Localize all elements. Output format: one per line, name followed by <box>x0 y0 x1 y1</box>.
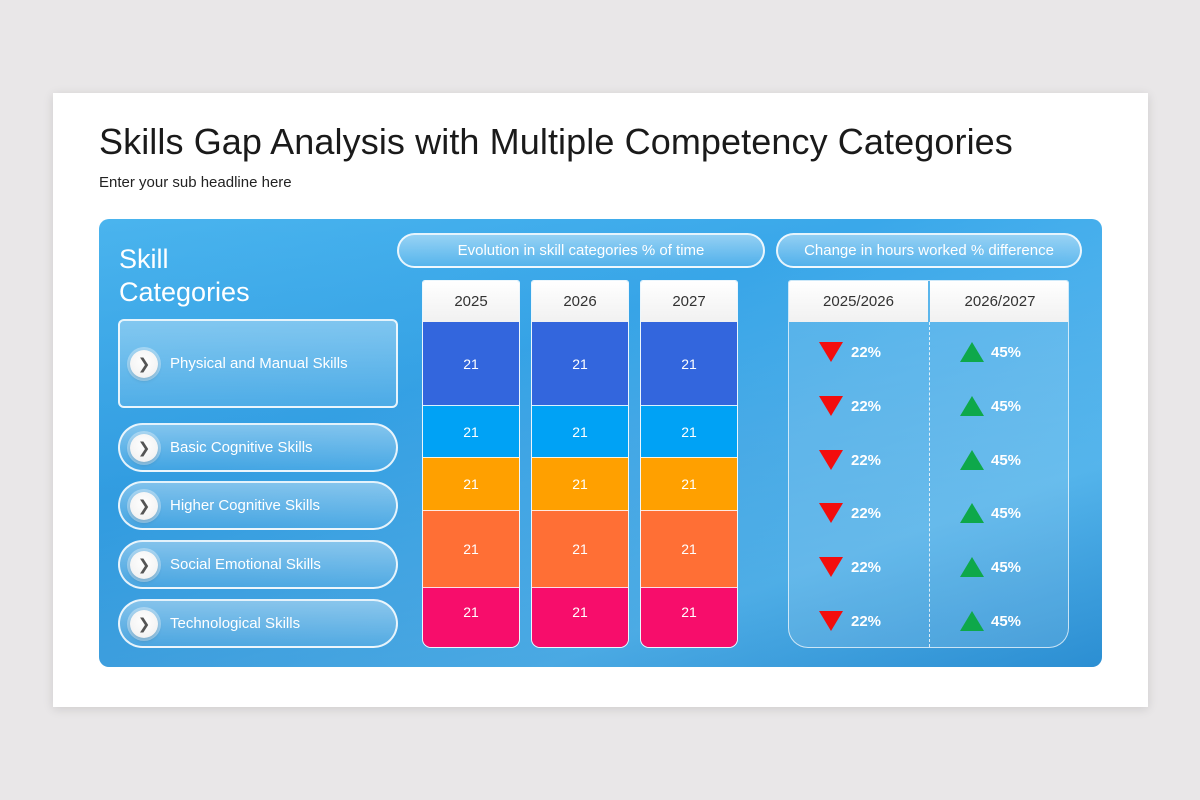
segment-higher-cognitive: 21 <box>641 457 737 510</box>
year-header: 2026 <box>532 281 628 322</box>
segment-higher-cognitive: 21 <box>423 457 519 510</box>
segment-basic-cognitive: 21 <box>532 405 628 457</box>
segment-social-emotional: 21 <box>532 510 628 587</box>
panel-heading: Skill Categories <box>119 243 319 309</box>
change-value: 45% <box>991 612 1022 630</box>
change-cell: 22% <box>819 340 881 364</box>
change-cell: 22% <box>819 448 881 472</box>
panel-heading-line2: Categories <box>119 277 250 307</box>
triangle-down-icon <box>819 342 843 362</box>
triangle-down-icon <box>819 611 843 631</box>
category-label: Technological Skills <box>170 615 301 632</box>
triangle-up-icon <box>960 342 984 362</box>
triangle-down-icon <box>819 396 843 416</box>
change-cell: 22% <box>819 555 881 579</box>
segment-physical-manual: 21 <box>641 322 737 405</box>
change-cell: 45% <box>960 448 1021 472</box>
chevron-right-icon: ❯ <box>130 433 158 462</box>
category-label: Basic Cognitive Skills <box>170 439 313 456</box>
triangle-up-icon <box>960 611 984 631</box>
column-divider <box>929 322 930 647</box>
segment-social-emotional: 21 <box>641 510 737 587</box>
category-physical-manual[interactable]: ❯ Physical and Manual Skills <box>118 319 398 408</box>
triangle-down-icon <box>819 503 843 523</box>
segment-higher-cognitive: 21 <box>532 457 628 510</box>
change-value: 45% <box>991 504 1022 522</box>
category-basic-cognitive[interactable]: ❯ Basic Cognitive Skills <box>118 423 398 472</box>
triangle-up-icon <box>960 450 984 470</box>
change-value: 22% <box>851 397 882 415</box>
segment-social-emotional: 21 <box>423 510 519 587</box>
change-cell: 22% <box>819 394 881 418</box>
change-value: 45% <box>991 451 1022 469</box>
category-label: Physical and Manual Skills <box>170 355 348 372</box>
triangle-down-icon <box>819 557 843 577</box>
panel-heading-line1: Skill <box>119 244 169 274</box>
change-value: 22% <box>851 612 882 630</box>
chevron-right-icon: ❯ <box>130 349 158 378</box>
year-column-2025: 2025 21 21 21 21 21 <box>422 280 520 648</box>
change-value: 45% <box>991 558 1022 576</box>
segment-physical-manual: 21 <box>423 322 519 405</box>
slide-subtitle: Enter your sub headline here <box>99 174 292 191</box>
triangle-down-icon <box>819 450 843 470</box>
segment-basic-cognitive: 21 <box>641 405 737 457</box>
year-header: 2025 <box>423 281 519 322</box>
year-column-2027: 2027 21 21 21 21 21 <box>640 280 738 648</box>
change-header: Change in hours worked % difference <box>776 233 1082 268</box>
triangle-up-icon <box>960 396 984 416</box>
change-cell: 22% <box>819 501 881 525</box>
change-value: 22% <box>851 558 882 576</box>
evolution-header: Evolution in skill categories % of time <box>397 233 765 268</box>
year-header: 2027 <box>641 281 737 322</box>
triangle-up-icon <box>960 557 984 577</box>
change-cell: 45% <box>960 501 1021 525</box>
segment-technological: 21 <box>423 587 519 647</box>
triangle-up-icon <box>960 503 984 523</box>
change-value: 22% <box>851 451 882 469</box>
slide-title: Skills Gap Analysis with Multiple Compet… <box>99 121 1013 162</box>
change-value: 22% <box>851 343 882 361</box>
change-cell: 45% <box>960 609 1021 633</box>
change-value: 22% <box>851 504 882 522</box>
category-social-emotional[interactable]: ❯ Social Emotional Skills <box>118 540 398 589</box>
year-column-2026: 2026 21 21 21 21 21 <box>531 280 629 648</box>
slide: Skills Gap Analysis with Multiple Compet… <box>53 93 1148 707</box>
change-value: 45% <box>991 397 1022 415</box>
change-cell: 45% <box>960 340 1021 364</box>
change-cell: 22% <box>819 609 881 633</box>
segment-physical-manual: 21 <box>532 322 628 405</box>
chevron-right-icon: ❯ <box>130 609 158 638</box>
change-column-header-2025-2026: 2025/2026 <box>789 281 928 322</box>
change-cell: 45% <box>960 555 1021 579</box>
change-cell: 45% <box>960 394 1021 418</box>
category-label: Higher Cognitive Skills <box>170 497 321 514</box>
skills-panel: Skill Categories ❯ Physical and Manual S… <box>99 219 1102 667</box>
change-value: 45% <box>991 343 1022 361</box>
category-technological[interactable]: ❯ Technological Skills <box>118 599 398 648</box>
segment-technological: 21 <box>532 587 628 647</box>
category-higher-cognitive[interactable]: ❯ Higher Cognitive Skills <box>118 481 398 530</box>
change-column-header-2026-2027: 2026/2027 <box>930 281 1068 322</box>
change-table: 2025/2026 2026/2027 22% 22% 22% 22% 22% … <box>788 280 1069 648</box>
category-label: Social Emotional Skills <box>170 556 321 573</box>
segment-basic-cognitive: 21 <box>423 405 519 457</box>
chevron-right-icon: ❯ <box>130 491 158 520</box>
chevron-right-icon: ❯ <box>130 550 158 579</box>
segment-technological: 21 <box>641 587 737 647</box>
